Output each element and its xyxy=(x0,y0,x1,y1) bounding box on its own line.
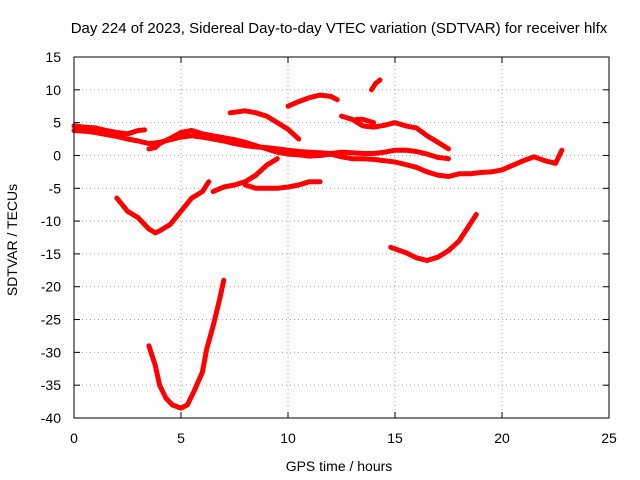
plot-frame xyxy=(73,56,610,419)
x-tick-label: 0 xyxy=(70,430,78,446)
y-tick-label: 15 xyxy=(45,49,61,65)
grid xyxy=(74,57,609,418)
x-tick-label: 10 xyxy=(280,430,296,446)
series-line-arc-7 xyxy=(227,108,302,142)
series-group xyxy=(71,77,565,411)
tick-labels: 0 5 10 15 20 25 15 10 5 0 -5 -10 -15 -20 -25 -30 -35 -40 xyxy=(41,49,617,446)
y-tick-label: -40 xyxy=(41,410,61,426)
x-tick-label: 15 xyxy=(387,430,403,446)
series-line-arc-3 xyxy=(146,128,565,179)
ticks xyxy=(73,56,610,419)
series-line-arc-9 xyxy=(339,113,451,152)
series-line-arc-8 xyxy=(285,92,340,109)
series-line-arc-5 xyxy=(210,156,280,195)
series-line-arc-4 xyxy=(114,179,212,236)
y-tick-label: 10 xyxy=(45,82,61,98)
y-tick-label: -35 xyxy=(41,377,61,393)
y-axis-label: SDTVAR / TECUs xyxy=(4,184,20,296)
series-line-arc-6 xyxy=(242,179,323,191)
x-axis-label: GPS time / hours xyxy=(286,458,393,474)
chart-title: Day 224 of 2023, Sidereal Day-to-day VTE… xyxy=(71,20,608,37)
x-tick-label: 20 xyxy=(494,430,510,446)
y-tick-label: -15 xyxy=(41,246,61,262)
y-tick-label: -30 xyxy=(41,344,61,360)
y-tick-label: -5 xyxy=(49,180,62,196)
y-tick-label: -25 xyxy=(41,312,61,328)
x-tick-label: 5 xyxy=(177,430,185,446)
y-tick-label: 0 xyxy=(53,147,61,163)
x-tick-label: 25 xyxy=(601,430,617,446)
series-line-arc-1 xyxy=(71,123,148,137)
series-line-arc-11 xyxy=(369,77,383,93)
series-line-arc-12 xyxy=(388,212,479,263)
y-tick-label: 5 xyxy=(53,115,61,131)
series-line-arc-10 xyxy=(354,116,377,126)
y-tick-label: -10 xyxy=(41,213,61,229)
y-tick-label: -20 xyxy=(41,279,61,295)
series-line-arc-13 xyxy=(146,277,227,411)
